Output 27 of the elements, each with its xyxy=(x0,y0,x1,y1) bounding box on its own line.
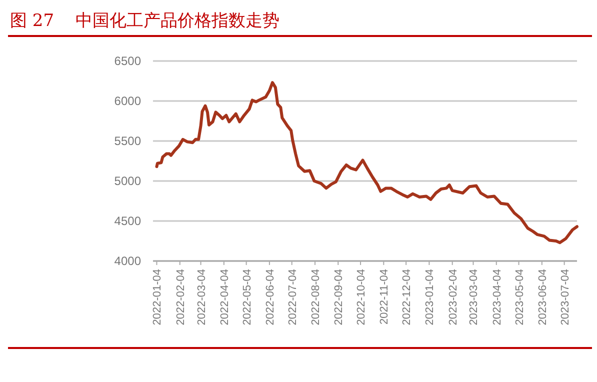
x-tick-label: 2023-05-04 xyxy=(514,269,526,326)
y-tick-label: 6500 xyxy=(114,54,142,68)
x-tick-label: 2023-06-04 xyxy=(536,269,549,326)
y-tick-label: 6000 xyxy=(114,94,142,108)
chart-title: 图 27 中国化工产品价格指数走势 xyxy=(10,11,280,31)
x-tick-label: 2022-03-04 xyxy=(196,269,208,326)
x-tick-label: 2022-08-04 xyxy=(310,269,322,326)
x-tick-label: 2022-04-04 xyxy=(218,269,231,326)
x-tick-label: 2022-01-04 xyxy=(152,269,164,326)
x-tick-label: 2023-02-04 xyxy=(447,269,460,326)
x-tick-label: 2023-07-04 xyxy=(559,269,572,326)
line-series xyxy=(155,81,578,244)
x-tick-label: 2022-02-04 xyxy=(174,269,187,326)
x-tick-label: 2022-05-04 xyxy=(241,269,254,326)
y-tick-label: 4500 xyxy=(114,214,142,228)
x-tick-label: 2022-12-04 xyxy=(401,269,414,326)
y-tick-label: 5500 xyxy=(114,134,142,148)
x-tick-label: 2022-09-04 xyxy=(333,269,346,326)
x-tick-label: 2022-10-04 xyxy=(356,269,368,326)
y-tick-label: 4000 xyxy=(114,254,142,268)
x-tick-label: 2022-07-04 xyxy=(286,269,299,326)
x-tick-label: 2022-06-04 xyxy=(264,269,276,326)
x-tick-label: 2022-11-04 xyxy=(378,269,391,324)
x-tick-label: 2023-04-04 xyxy=(491,269,504,326)
x-tick-label: 2023-03-04 xyxy=(468,269,480,326)
y-tick-label: 5000 xyxy=(114,174,142,188)
x-tick-label: 2023-01-04 xyxy=(424,269,436,326)
